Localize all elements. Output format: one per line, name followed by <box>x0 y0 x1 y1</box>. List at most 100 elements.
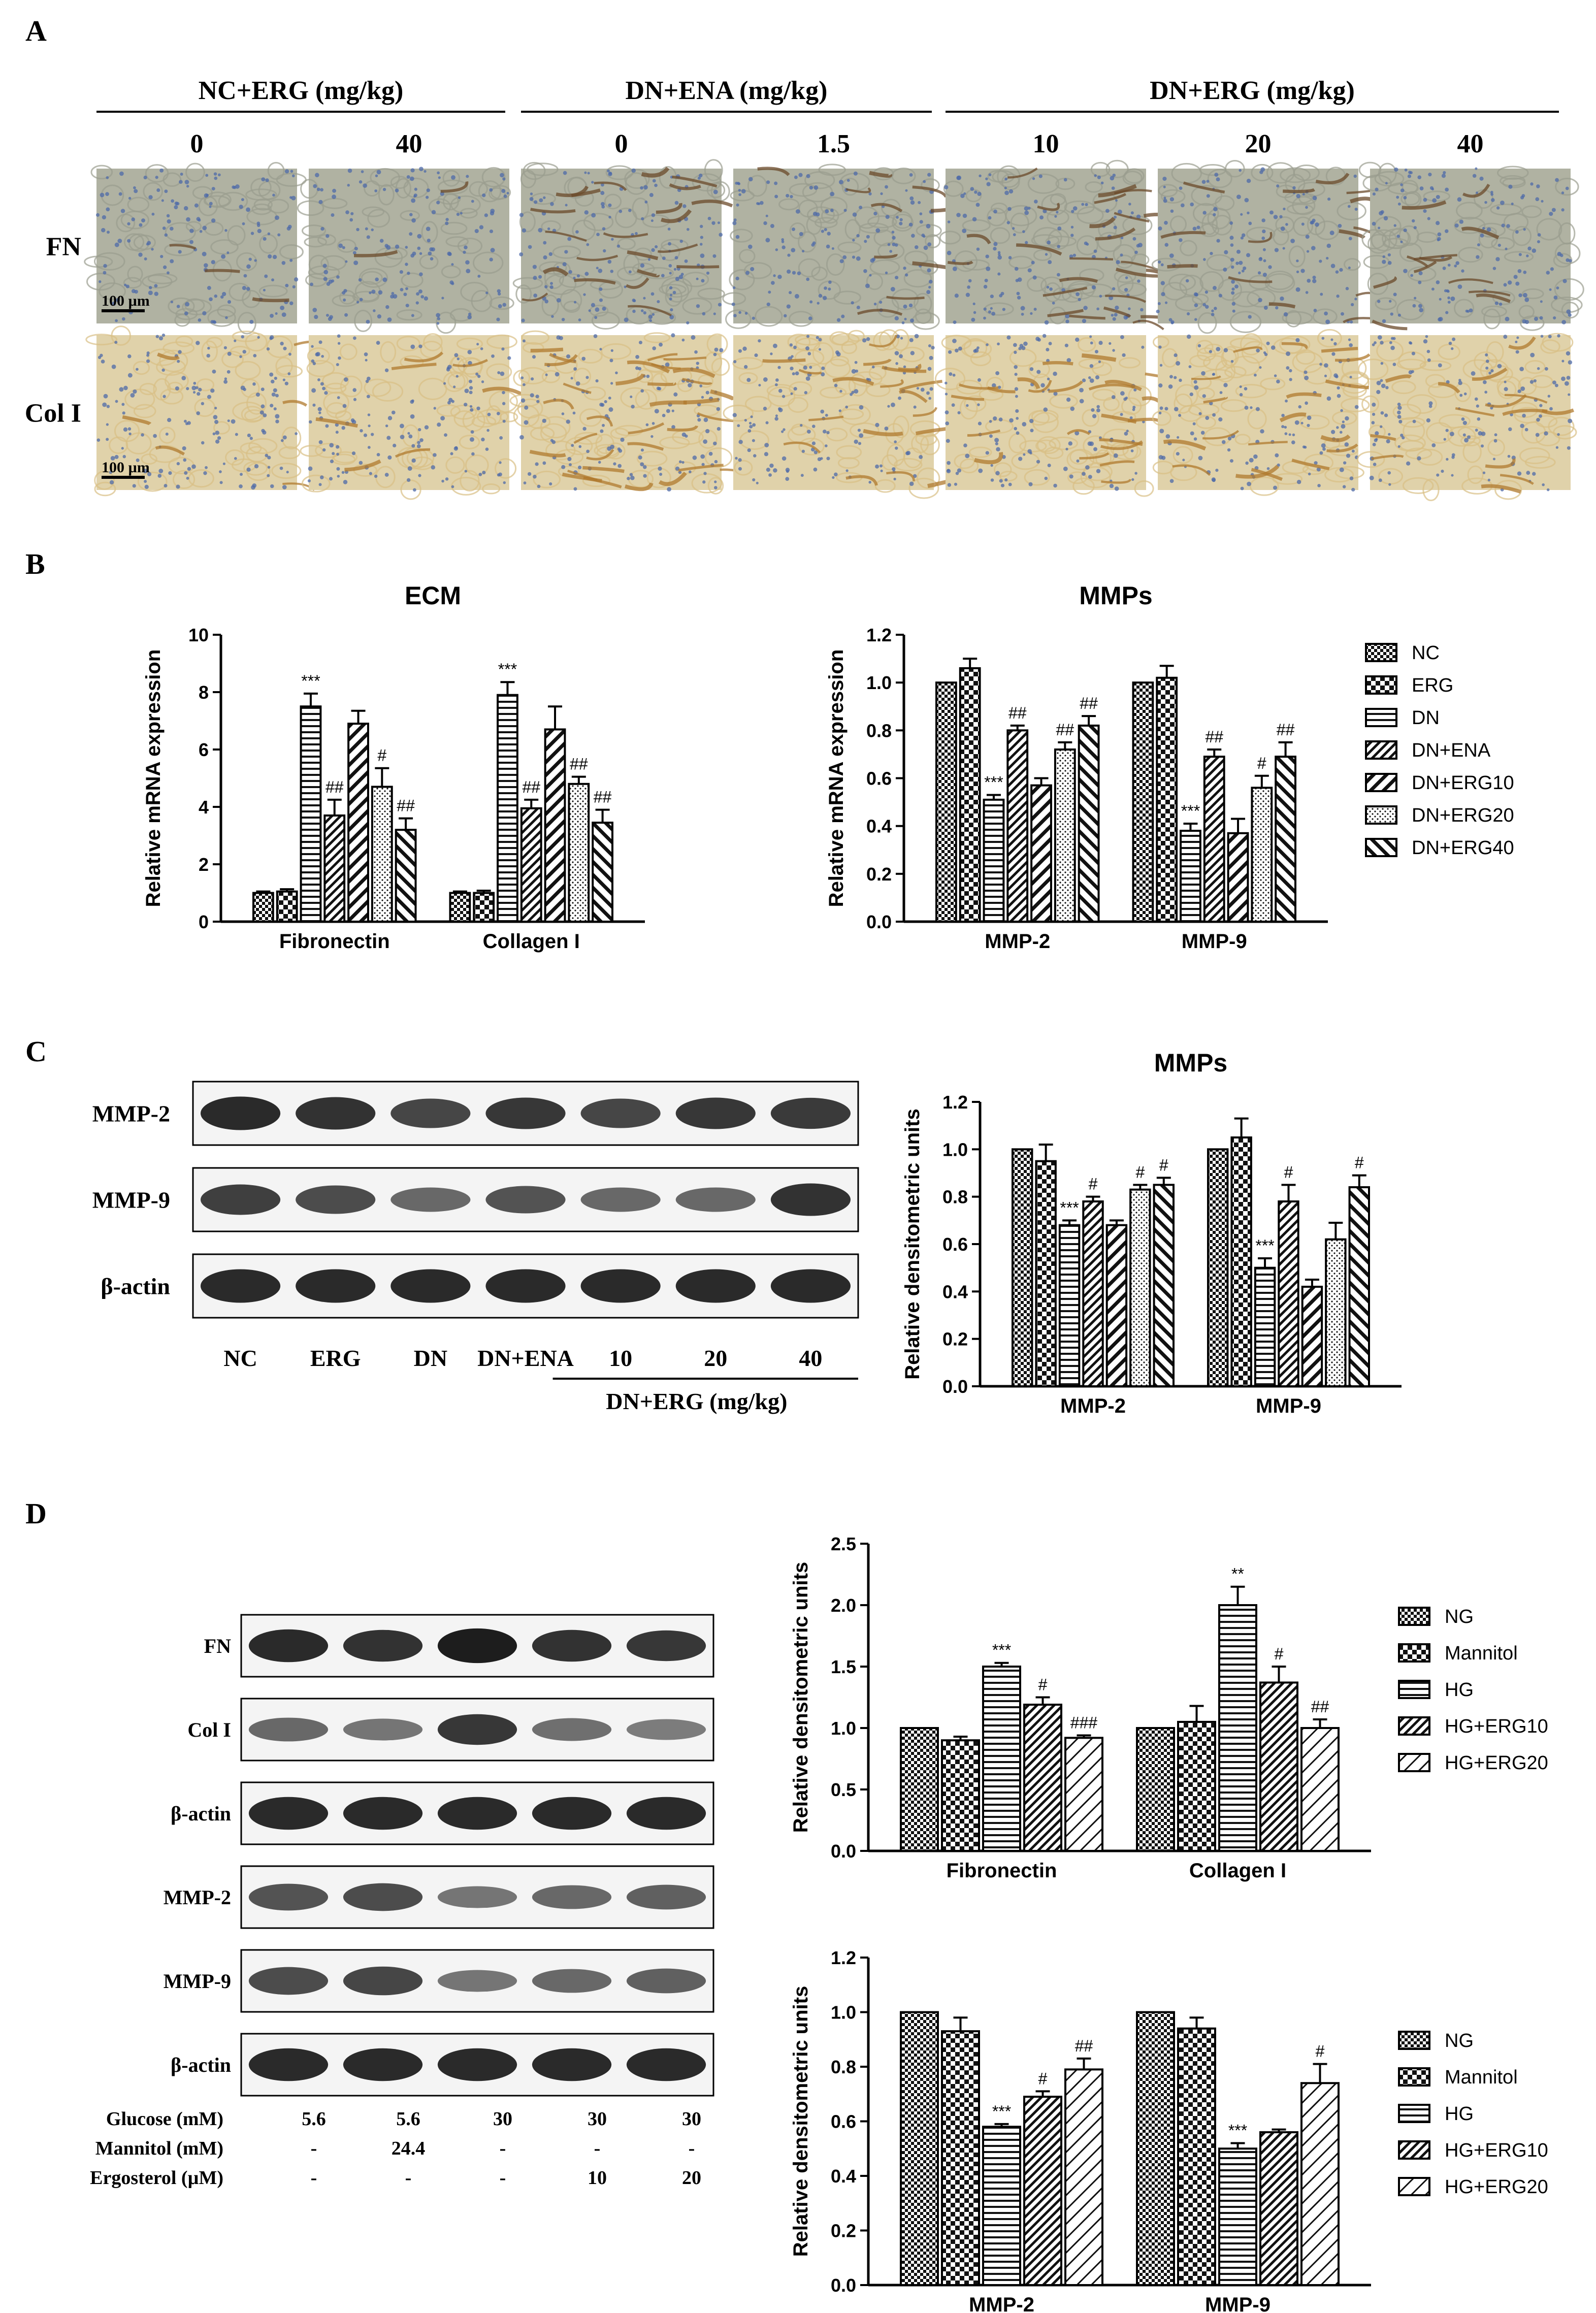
blot-band <box>626 1968 706 1994</box>
blot-band <box>580 1269 661 1303</box>
histology-dose-label: 1.5 <box>817 129 850 158</box>
legend-entry: NG <box>1445 2030 1474 2051</box>
blot-band <box>200 1269 281 1303</box>
legend-entry: ERG <box>1412 675 1453 696</box>
legend-swatch <box>1365 643 1397 662</box>
blot-band <box>580 1098 661 1128</box>
bar-dn-erg20 <box>371 786 393 923</box>
treatment-condition-value: 10 <box>588 2167 607 2189</box>
blot-band <box>248 1967 329 1995</box>
blot-band <box>532 2048 612 2081</box>
blot-band <box>532 1630 612 1662</box>
blot-band <box>200 1184 281 1215</box>
histology-dose-label: 0 <box>190 129 204 158</box>
category-label: Fibronectin <box>279 930 390 953</box>
significance-mark: ## <box>1277 721 1295 739</box>
legend-swatch <box>1398 2031 1430 2050</box>
blot-band <box>296 1269 376 1303</box>
legend-swatch <box>1398 1643 1430 1663</box>
significance-mark: # <box>1275 1645 1284 1663</box>
blot-band-label: β-actin <box>101 1274 170 1299</box>
significance-mark: *** <box>1181 802 1200 820</box>
significance-mark: # <box>1284 1163 1293 1181</box>
bar-hg <box>982 1666 1021 1852</box>
blot-band-label: FN <box>204 1635 231 1657</box>
blot-band <box>532 1718 612 1741</box>
bar-erg <box>1035 1160 1057 1388</box>
category-label: MMP-9 <box>1182 930 1247 953</box>
panel-label-d: D <box>25 1497 47 1530</box>
significance-mark: *** <box>992 1641 1011 1659</box>
bar-erg <box>473 892 495 923</box>
bar-dn <box>1254 1266 1276 1388</box>
category-label: Fibronectin <box>947 1860 1057 1882</box>
blot-band <box>437 1970 517 1992</box>
blot-band <box>532 1797 612 1830</box>
treatment-condition-value: 30 <box>682 2108 701 2130</box>
y-tick-label: 0.2 <box>831 2221 856 2241</box>
y-tick-label: 0.2 <box>866 864 892 885</box>
legend-swatch <box>1365 708 1397 727</box>
legend-entry: DN+ERG20 <box>1412 805 1514 826</box>
category-label: MMP-2 <box>969 2294 1034 2313</box>
chart-c-mmps: 0.0 0.2 0.4 0.6 0.8 1.0 1.2 MMPs Relative densit… <box>901 1049 1402 1417</box>
histology-micrograph <box>939 159 1184 331</box>
scale-bar-label: 100 µm <box>102 292 150 309</box>
treatment-condition-value: 20 <box>682 2167 701 2189</box>
y-tick-label: 0.5 <box>831 1779 856 1800</box>
bar-hg-erg20 <box>1300 2082 1340 2286</box>
blot-band <box>390 1098 471 1128</box>
legend-swatch <box>1365 838 1397 857</box>
blot-band <box>626 1797 706 1830</box>
y-tick-label: 0.8 <box>831 2057 856 2077</box>
significance-mark: # <box>1257 754 1266 772</box>
blot-band <box>770 1269 851 1303</box>
legend-swatch <box>1398 1680 1430 1699</box>
chart-title: MMPs <box>1079 581 1152 610</box>
bar-hg-erg10 <box>1023 2096 1062 2286</box>
significance-mark: ## <box>1311 1698 1329 1716</box>
western-blot-row <box>240 1698 714 1762</box>
histology-dose-label: 40 <box>1457 129 1484 158</box>
bar-dn-erg20 <box>1054 748 1076 923</box>
histology-dose-label: 40 <box>396 129 422 158</box>
western-blot-row <box>240 1865 714 1929</box>
blot-band-label: MMP-2 <box>164 1886 231 1909</box>
significance-mark: # <box>1355 1154 1364 1172</box>
bar-nc <box>1207 1148 1229 1387</box>
treatment-condition-value: - <box>405 2167 412 2189</box>
significance-mark: ### <box>1070 1714 1098 1732</box>
histology-dose-label: 20 <box>1245 129 1272 158</box>
bar-mannitol <box>1177 2027 1216 2286</box>
blot-band <box>580 1187 661 1212</box>
legend-in-vitro-d1: NG Mannitol HG HG+ERG10 HG+ERG20 <box>1398 1606 1548 1774</box>
bar-erg <box>1230 1136 1252 1387</box>
bar-erg <box>1156 676 1178 923</box>
histology-micrograph <box>1356 333 1577 502</box>
bar-hg-erg20 <box>1300 1727 1340 1852</box>
bar-nc <box>449 892 471 923</box>
blot-band <box>200 1096 281 1130</box>
bar-hg-erg20 <box>1064 1737 1103 1852</box>
significance-mark: ## <box>1205 728 1223 746</box>
y-axis-label: Relative mRNA expression <box>142 649 165 907</box>
significance-mark: # <box>1316 2042 1325 2061</box>
y-tick-label: 6 <box>199 739 209 760</box>
histology-dose-label: 0 <box>615 129 628 158</box>
histology-micrograph <box>509 330 762 495</box>
bar-dn-erg40 <box>1348 1186 1371 1387</box>
histology-dose-label: 10 <box>1033 129 1059 158</box>
significance-mark: # <box>1135 1163 1145 1181</box>
legend-entry: HG+ERG10 <box>1445 2140 1548 2161</box>
blot-lane-label: ERG <box>310 1345 361 1371</box>
bar-dn-erg10 <box>1227 832 1249 923</box>
y-tick-label: 1.0 <box>831 2002 856 2023</box>
bar-dn-ena <box>1203 756 1225 923</box>
y-tick-label: 10 <box>188 625 209 645</box>
blot-band <box>343 1718 423 1741</box>
y-tick-label: 2.5 <box>831 1534 856 1554</box>
blot-band <box>343 1966 423 1996</box>
blot-band-label: MMP-2 <box>92 1101 170 1127</box>
category-label: MMP-2 <box>985 930 1050 953</box>
legend-entry: HG+ERG20 <box>1445 1752 1548 1774</box>
